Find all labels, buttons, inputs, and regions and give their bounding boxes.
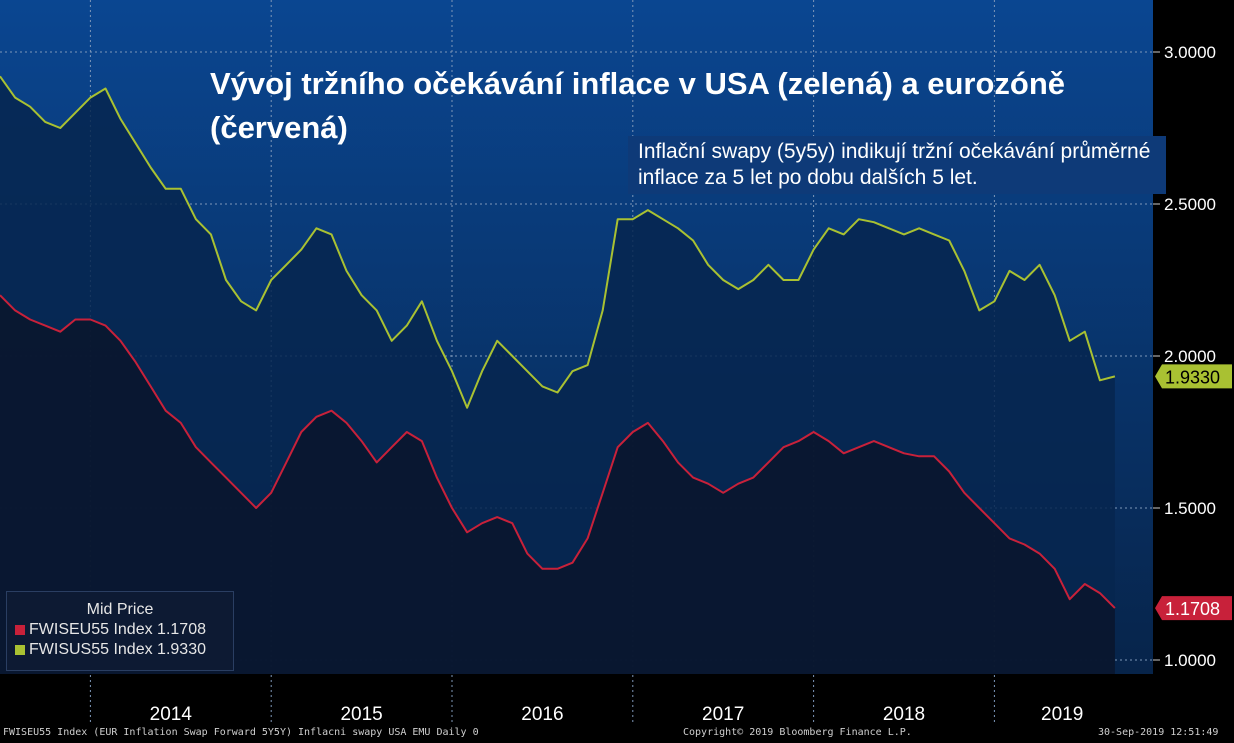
x-tick-label: 2016 (521, 704, 563, 725)
x-axis-panel (0, 674, 1234, 743)
legend-label-eu: FWISEU55 Index 1.1708 (29, 621, 206, 638)
chart-annotation: Inflační swapy (5y5y) indikují tržní oče… (628, 136, 1166, 194)
x-tick-label: 2014 (150, 704, 193, 725)
x-tick-label: 2018 (883, 704, 925, 725)
y-axis-panel (1153, 0, 1234, 674)
series-line-eu (0, 294, 1116, 609)
x-tick-label: 2017 (702, 704, 744, 725)
legend-entry-eu: FWISEU55 Index 1.1708 (15, 620, 233, 640)
series-area (0, 295, 1115, 674)
legend-title: Mid Price (86, 601, 154, 618)
series-areas (0, 76, 1115, 675)
last-value-tag (1155, 364, 1232, 389)
last-value-text: 1.9330 (1165, 367, 1220, 387)
y-tick-label: 2.5000 (1164, 195, 1216, 214)
last-value-label: 1.9330 (1155, 364, 1232, 389)
y-tick-label: 3.0000 (1164, 43, 1216, 62)
x-tick-label: 2019 (1041, 704, 1083, 725)
series-lines (0, 75, 1116, 609)
chart-title: Vývoj tržního očekávání inflace v USA (z… (210, 66, 1066, 145)
last-value-tag (1155, 596, 1232, 621)
y-axis: 3.0000 2.5000 2.0000 1.5000 1.0000 (1153, 43, 1216, 670)
footer-center: Copyright© 2019 Bloomberg Finance L.P. (683, 727, 912, 738)
last-value-labels: 1.9330 1.1708 (1155, 364, 1232, 621)
legend-swatch-us (15, 645, 25, 655)
legend-swatch-eu (15, 625, 25, 635)
y-tick-label: 1.0000 (1164, 651, 1216, 670)
legend: Mid Price FWISEU55 Index 1.1708 FWISUS55… (6, 591, 234, 671)
last-value-text: 1.1708 (1165, 599, 1220, 619)
footer-right: 30-Sep-2019 12:51:49 (1098, 727, 1219, 738)
x-axis: 2014 2015 2016 2017 2018 2019 (150, 704, 1084, 725)
x-tick-label: 2015 (340, 704, 382, 725)
series-line-us (0, 75, 1116, 409)
legend-entry-us: FWISUS55 Index 1.9330 (15, 640, 233, 660)
last-value-label: 1.1708 (1155, 596, 1232, 621)
footer-left: FWISEU55 Index (EUR Inflation Swap Forwa… (3, 727, 479, 738)
legend-label-us: FWISUS55 Index 1.9330 (29, 641, 206, 658)
y-tick-label: 1.5000 (1164, 499, 1216, 518)
y-tick-label: 2.0000 (1164, 347, 1216, 366)
